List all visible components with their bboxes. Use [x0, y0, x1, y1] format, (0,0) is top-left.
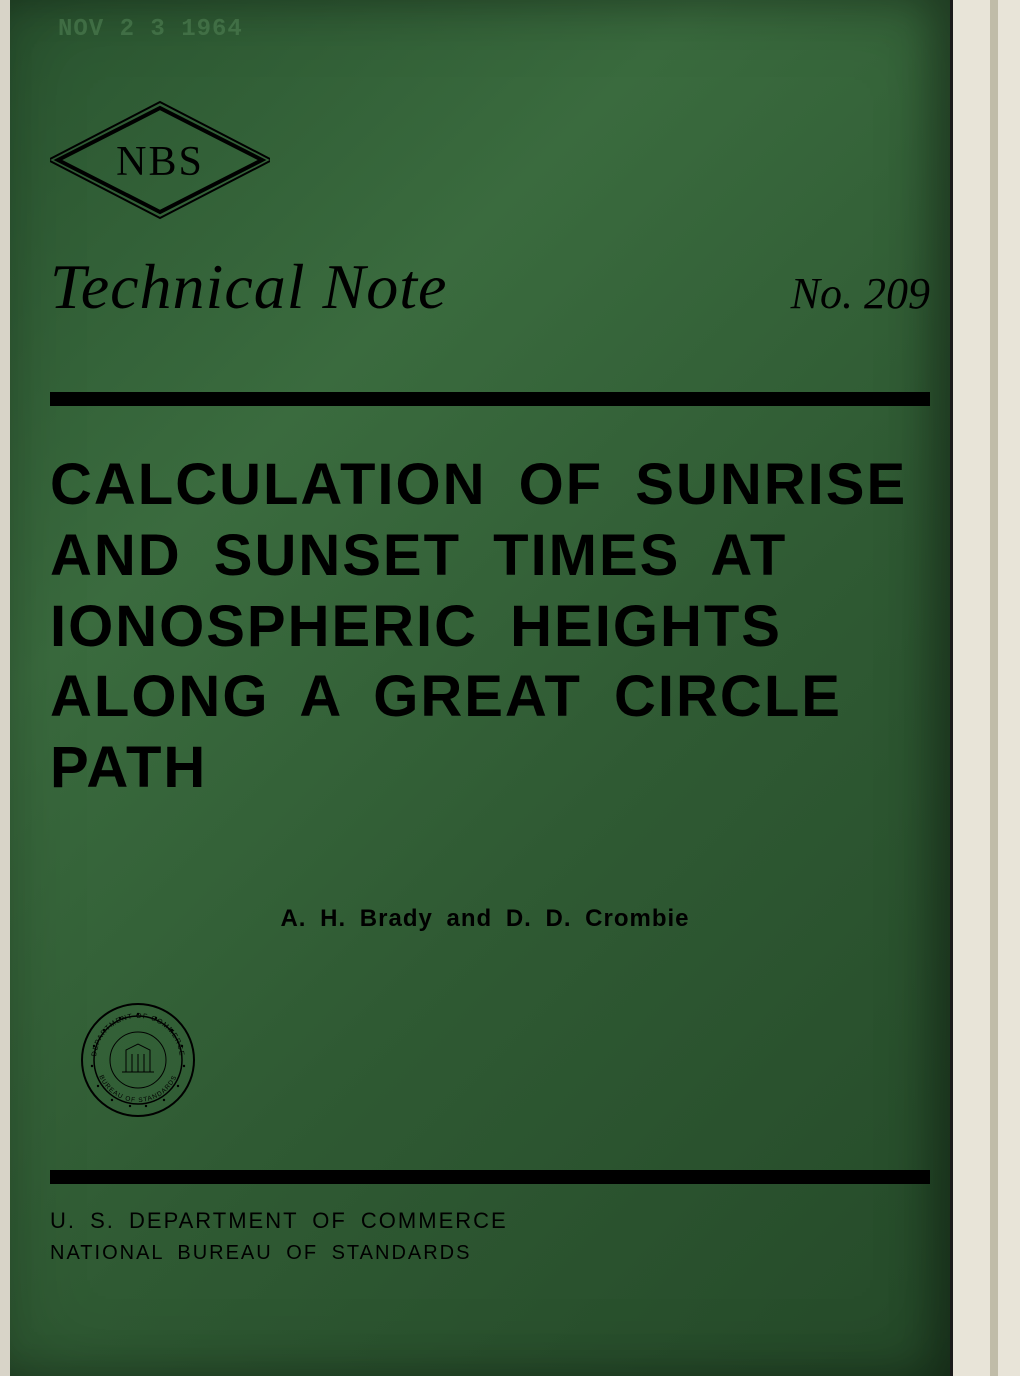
document-title: CALCULATION OF SUNRISE AND SUNSET TIMES …: [50, 450, 930, 804]
footer-bureau: NATIONAL BUREAU OF STANDARDS: [50, 1242, 471, 1265]
nbs-logo: NBS: [50, 100, 270, 220]
series-number: No. 209: [791, 268, 930, 319]
series-row: Technical Note No. 209: [50, 250, 930, 324]
commerce-seal-icon: DEPARTMENT OF COMMERCE BUREAU OF STANDAR…: [78, 1000, 198, 1120]
document-cover: NOV 2 3 1964 NBS Technical Note No. 209 …: [10, 0, 950, 1376]
horizontal-rule-top: [50, 392, 930, 406]
nbs-logo-text: NBS: [50, 138, 270, 186]
date-stamp: NOV 2 3 1964: [58, 16, 243, 43]
svg-text:BUREAU OF STANDARDS: BUREAU OF STANDARDS: [97, 1074, 178, 1104]
page-scan: NOV 2 3 1964 NBS Technical Note No. 209 …: [0, 0, 1020, 1376]
authors: A. H. Brady and D. D. Crombie: [10, 905, 960, 933]
horizontal-rule-bottom: [50, 1170, 930, 1184]
footer-department: U. S. DEPARTMENT OF COMMERCE: [50, 1208, 508, 1234]
book-page-edge: [950, 0, 1020, 1376]
svg-text:DEPARTMENT OF COMMERCE: DEPARTMENT OF COMMERCE: [91, 1013, 185, 1057]
page-edge-shadow: [990, 0, 998, 1376]
series-label: Technical Note: [50, 250, 447, 324]
